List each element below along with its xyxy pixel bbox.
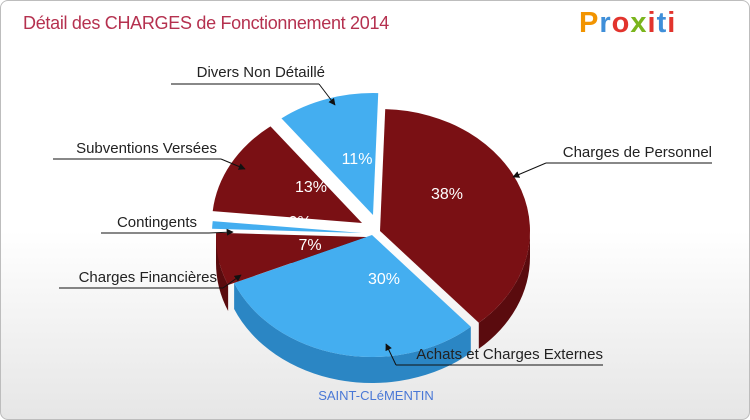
logo-letter-p: P [579, 7, 600, 39]
pie-slice-side-2 [216, 237, 229, 312]
pie-slice-value-5: 11% [342, 151, 373, 168]
pie-slice-label-4: Subventions Versées [76, 140, 217, 157]
leader-arrow-2 [222, 274, 242, 289]
pie-slice-label-2: Charges Financières [79, 269, 217, 286]
pie-slice-label-5: Divers Non Détaillé [197, 64, 325, 81]
logo-letter-t: t [656, 7, 668, 39]
chart-title: Détail des CHARGES de Fonctionnement 201… [23, 13, 389, 33]
pie-slice-4 [212, 126, 362, 223]
pie-slice-1 [234, 235, 471, 357]
logo-letter-i: i [647, 7, 657, 39]
logo-letter-i2: i [667, 7, 677, 39]
pie-slice-label-0: Charges de Personnel [563, 144, 712, 161]
logo-letter-x: x [630, 7, 648, 39]
pie-slice-3 [212, 221, 362, 233]
leader-arrow-5 [318, 83, 336, 106]
leader-arrow-3 [208, 228, 234, 236]
pie-slice-side-0 [478, 231, 530, 349]
pie-slice-side-1 [234, 283, 471, 383]
logo-letter-o: o [611, 7, 631, 39]
pie-slice-value-3: 0% [288, 214, 311, 231]
leader-arrow-4 [220, 158, 246, 170]
pie-slice-value-2: 7% [298, 237, 321, 254]
pie-slice-value-4: 13% [295, 179, 327, 196]
leader-arrow-1 [385, 343, 397, 366]
leader-arrow-0 [512, 162, 547, 178]
pie-slice-label-3: Contingents [117, 214, 197, 231]
pie-slice-value-1: 30% [368, 271, 400, 288]
pie-slice-0 [380, 109, 531, 323]
pie-slice-value-0: 38% [431, 186, 463, 203]
commune-name: SAINT-CLéMENTIN [318, 388, 434, 403]
pie-slice-label-1: Achats et Charges Externes [416, 346, 603, 363]
logo-letter-r: r [599, 7, 612, 39]
pie-slice-5 [281, 93, 379, 215]
pie-slice-2 [216, 232, 366, 286]
proxiti-logo: Proxiti [579, 7, 676, 40]
